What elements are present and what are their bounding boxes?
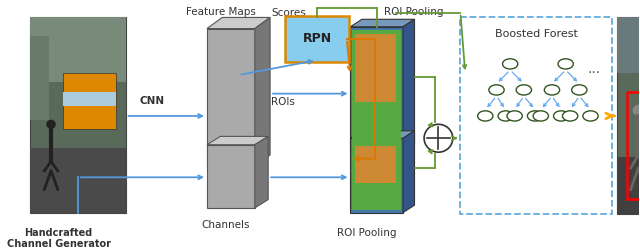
Text: Boosted Forest: Boosted Forest: [495, 29, 577, 39]
Polygon shape: [353, 29, 401, 149]
Text: Scores: Scores: [271, 8, 306, 18]
Polygon shape: [207, 29, 255, 166]
Bar: [30, 17, 125, 82]
Ellipse shape: [554, 111, 569, 121]
Polygon shape: [355, 34, 396, 102]
Circle shape: [424, 124, 452, 152]
Bar: [63, 92, 116, 106]
Bar: [618, 17, 640, 73]
Polygon shape: [207, 17, 270, 29]
Ellipse shape: [527, 111, 543, 121]
Ellipse shape: [583, 111, 598, 121]
Circle shape: [46, 120, 56, 129]
Bar: [627, 92, 640, 199]
Ellipse shape: [545, 85, 559, 95]
Circle shape: [632, 105, 640, 116]
Text: Handcrafted
Channel Generator: Handcrafted Channel Generator: [6, 228, 111, 249]
Bar: [30, 36, 49, 120]
Text: RPN: RPN: [302, 32, 332, 45]
FancyBboxPatch shape: [285, 16, 349, 62]
Polygon shape: [255, 17, 270, 166]
Bar: [30, 148, 125, 213]
Polygon shape: [207, 145, 255, 208]
Ellipse shape: [558, 59, 573, 69]
Bar: [30, 17, 125, 213]
Bar: [63, 73, 116, 129]
Polygon shape: [351, 131, 415, 138]
Ellipse shape: [533, 111, 548, 121]
Polygon shape: [351, 19, 415, 27]
Polygon shape: [403, 19, 415, 152]
Polygon shape: [255, 136, 268, 208]
Bar: [618, 157, 640, 214]
Text: ...: ...: [588, 62, 601, 75]
Ellipse shape: [502, 59, 518, 69]
Polygon shape: [355, 146, 396, 183]
FancyBboxPatch shape: [460, 17, 612, 214]
Ellipse shape: [498, 111, 513, 121]
Bar: [618, 17, 640, 214]
Ellipse shape: [489, 85, 504, 95]
Polygon shape: [351, 138, 403, 213]
Text: Feature Maps: Feature Maps: [186, 7, 256, 17]
Polygon shape: [351, 27, 403, 152]
Text: ROIs: ROIs: [271, 97, 294, 107]
Polygon shape: [353, 141, 401, 210]
Ellipse shape: [477, 111, 493, 121]
Text: ROI Pooling: ROI Pooling: [337, 228, 397, 238]
Ellipse shape: [572, 85, 587, 95]
Text: Channels: Channels: [202, 220, 250, 230]
Ellipse shape: [563, 111, 578, 121]
Polygon shape: [207, 136, 268, 145]
Text: CNN: CNN: [140, 96, 165, 106]
Ellipse shape: [516, 85, 531, 95]
Text: ROI Pooling: ROI Pooling: [384, 7, 444, 17]
Ellipse shape: [507, 111, 522, 121]
Polygon shape: [403, 131, 415, 213]
